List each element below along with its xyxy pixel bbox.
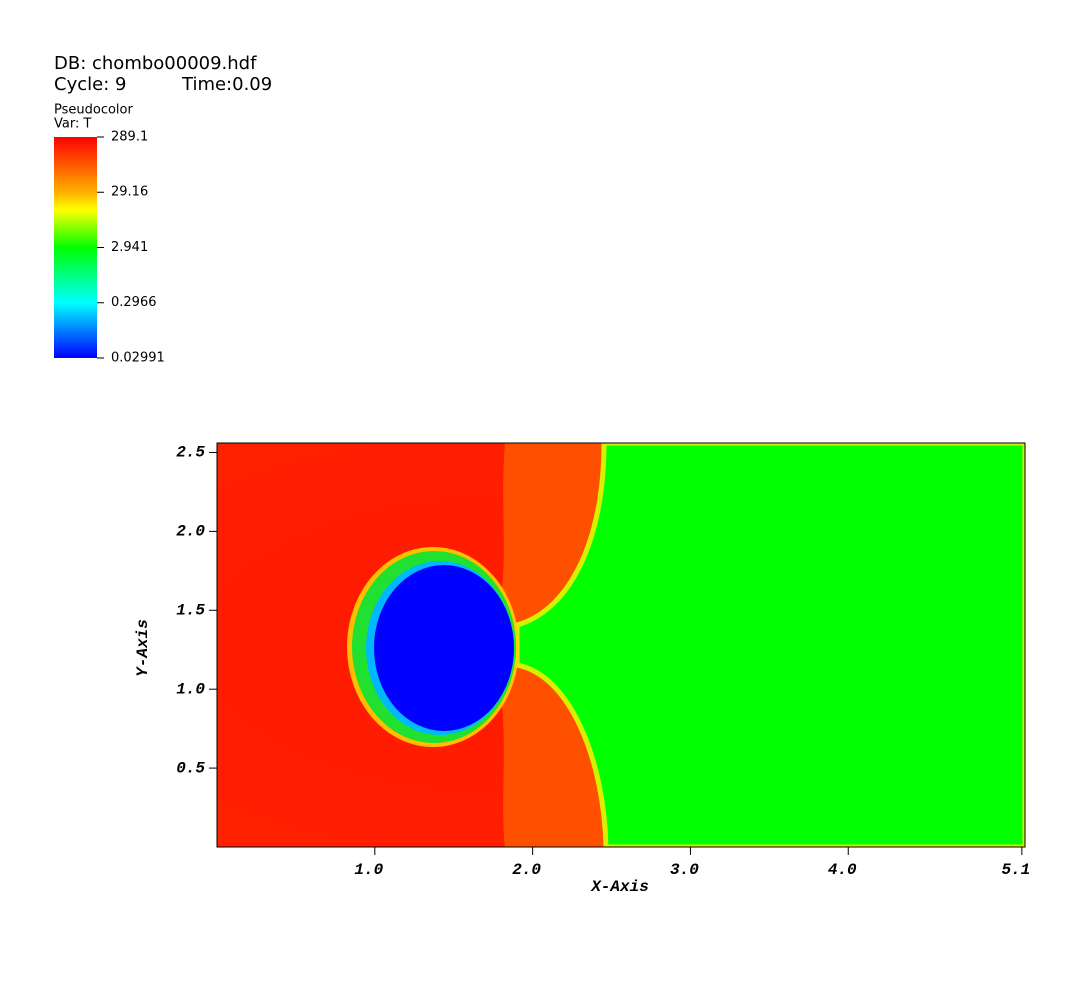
colorbar-tick-label: 289.1 — [111, 130, 148, 145]
x-tick-label: 4.0 — [828, 861, 857, 879]
x-tick-label: 1.0 — [354, 861, 383, 879]
field — [217, 443, 1025, 847]
x-tick-label: 5.1 — [1001, 861, 1030, 879]
colorbar — [54, 137, 97, 358]
y-tick-label: 0.5 — [176, 759, 205, 777]
cycle-label: Cycle: 9 — [54, 74, 126, 95]
x-tick-label: 2.0 — [512, 861, 541, 879]
y-tick-label: 2.0 — [176, 523, 205, 541]
time-label: Time:0.09 — [181, 74, 272, 95]
upper-lobe — [500, 443, 604, 625]
y-tick-label: 2.5 — [176, 444, 205, 462]
y-axis-label: Y-Axis — [134, 619, 152, 677]
y-tick-label: 1.5 — [176, 602, 205, 620]
lower-lobe — [500, 665, 606, 847]
colorbar-tick-label: 2.941 — [111, 240, 148, 255]
var-label: Var: T — [54, 117, 91, 132]
bubble-core — [374, 565, 514, 731]
x-tick-label: 3.0 — [670, 861, 699, 879]
db-label: DB: chombo00009.hdf — [54, 53, 257, 74]
colorbar-tick-label: 0.02991 — [111, 351, 165, 366]
colorbar-tick-label: 0.2966 — [111, 295, 157, 310]
plot-type: Pseudocolor — [54, 103, 133, 118]
y-tick-label: 1.0 — [176, 680, 205, 698]
plot-frame — [216, 442, 1026, 848]
x-axis-label: X-Axis — [590, 878, 649, 896]
colorbar-tick-label: 29.16 — [111, 185, 148, 200]
